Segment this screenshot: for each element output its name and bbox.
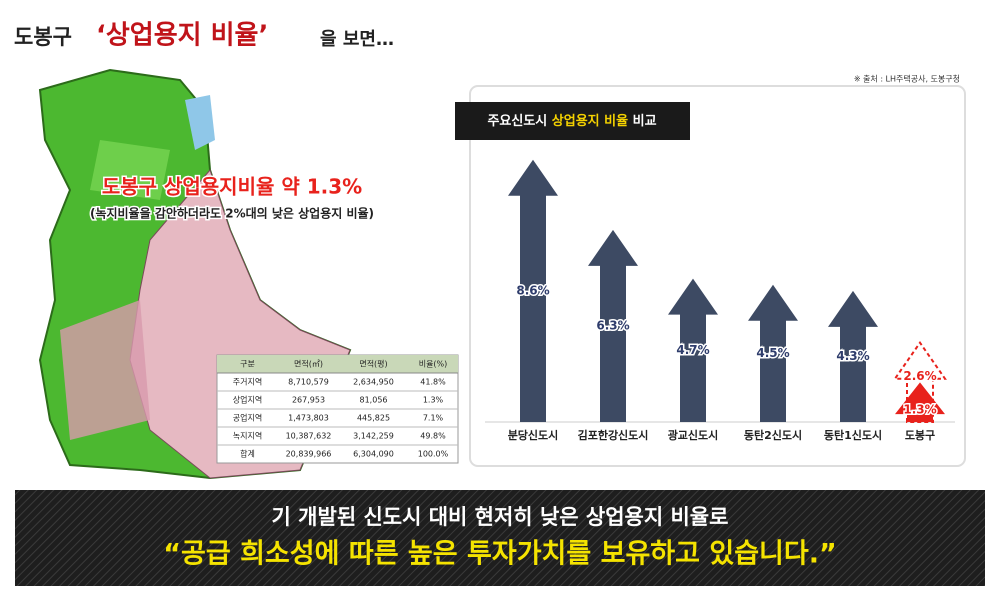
x-tick-label: 광교신도시 [668, 428, 719, 442]
table-header: 비율(%) [419, 360, 448, 369]
chart-title-part: 상업용지 비율 [552, 113, 628, 129]
x-tick-label: 동탄1신도시 [824, 428, 882, 442]
source: ※ 출처 : LH주택공사, 도봉구청 [854, 74, 960, 84]
table-header: 면적(㎡) [294, 359, 323, 369]
table-cell: 445,825 [357, 414, 390, 423]
table-cell: 49.8% [420, 432, 446, 441]
table-cell: 267,953 [292, 396, 325, 405]
banner-line: 기 개발된 신도시 대비 현저히 낮은 상업용지 비율로 [272, 505, 729, 529]
table-cell: 상업지역 [233, 395, 262, 405]
table-cell: 81,056 [360, 396, 388, 405]
map-headline: 도봉구 상업용지비율 약 1.3% [102, 175, 362, 199]
table-cell: 8,710,579 [288, 378, 329, 387]
chart-title-part: 비교 [628, 114, 656, 129]
arrow-bar [828, 290, 878, 422]
table-cell: 주거지역 [233, 377, 262, 387]
table-cell: 100.0% [418, 450, 449, 459]
table-header-bg [217, 355, 458, 373]
title-prefix: 도봉구 [14, 25, 72, 49]
chart-title-part: 주요신도시 [487, 114, 551, 129]
value-label: 2.6% [903, 369, 936, 383]
banner [15, 490, 985, 586]
map-subline: (녹지비율을 감안하더라도 2%대의 낮은 상업용지 비율) [90, 206, 374, 221]
title-suffix: 을 보면… [320, 29, 394, 50]
chart-title: 주요신도시 상업용지 비율 비교 [487, 113, 656, 129]
table-header: 면적(평) [359, 359, 387, 369]
table-cell: 1.3% [423, 396, 444, 405]
table: 구분 면적(㎡) 면적(평) 비율(%) 주거지역 8,710,579 2,634,950 4… [216, 354, 459, 464]
table-cell: 2,634,950 [353, 378, 394, 387]
value-label: 4.7% [676, 343, 709, 357]
table-cell: 3,142,259 [353, 432, 394, 441]
table-cell: 녹지지역 [233, 431, 262, 441]
table-cell: 41.8% [420, 378, 446, 387]
banner-line: “공급 희소성에 따른 높은 투자가치를 보유하고 있습니다.” [163, 539, 836, 570]
table-cell: 7.1% [423, 414, 444, 423]
arrow-bar [895, 382, 945, 422]
table-cell: 6,304,090 [353, 450, 394, 459]
arrow-bar [588, 229, 638, 422]
arrow-bar [508, 159, 558, 422]
table-cell: 10,387,632 [286, 432, 332, 441]
table-cell: 1,473,803 [288, 414, 329, 423]
chart: 8.6% 분당신도시 6.3% 김포한강신도시 4.7% 광교신도시 4.5% 동탄2신도시 4… [508, 159, 947, 442]
value-label: 1.3% [903, 403, 936, 417]
arrow-bar [748, 284, 798, 422]
x-tick-label: 분당신도시 [508, 428, 559, 442]
table-cell: 공업지역 [233, 413, 262, 423]
value-label: 4.3% [836, 349, 869, 363]
table-header: 구분 [240, 360, 255, 369]
chart-title-box [455, 102, 690, 140]
value-label: 4.5% [756, 346, 789, 360]
x-tick-label: 도봉구 [905, 429, 935, 442]
value-label: 8.6% [516, 283, 549, 297]
table-cell: 합계 [240, 449, 255, 459]
x-tick-label: 김포한강신도시 [578, 428, 649, 442]
value-label: 6.3% [596, 318, 629, 332]
table-cell: 20,839,966 [286, 450, 332, 459]
title-highlight: ‘상업용지 비율’ [96, 21, 268, 51]
x-tick-label: 동탄2신도시 [744, 428, 802, 442]
arrow-bar [668, 278, 718, 422]
